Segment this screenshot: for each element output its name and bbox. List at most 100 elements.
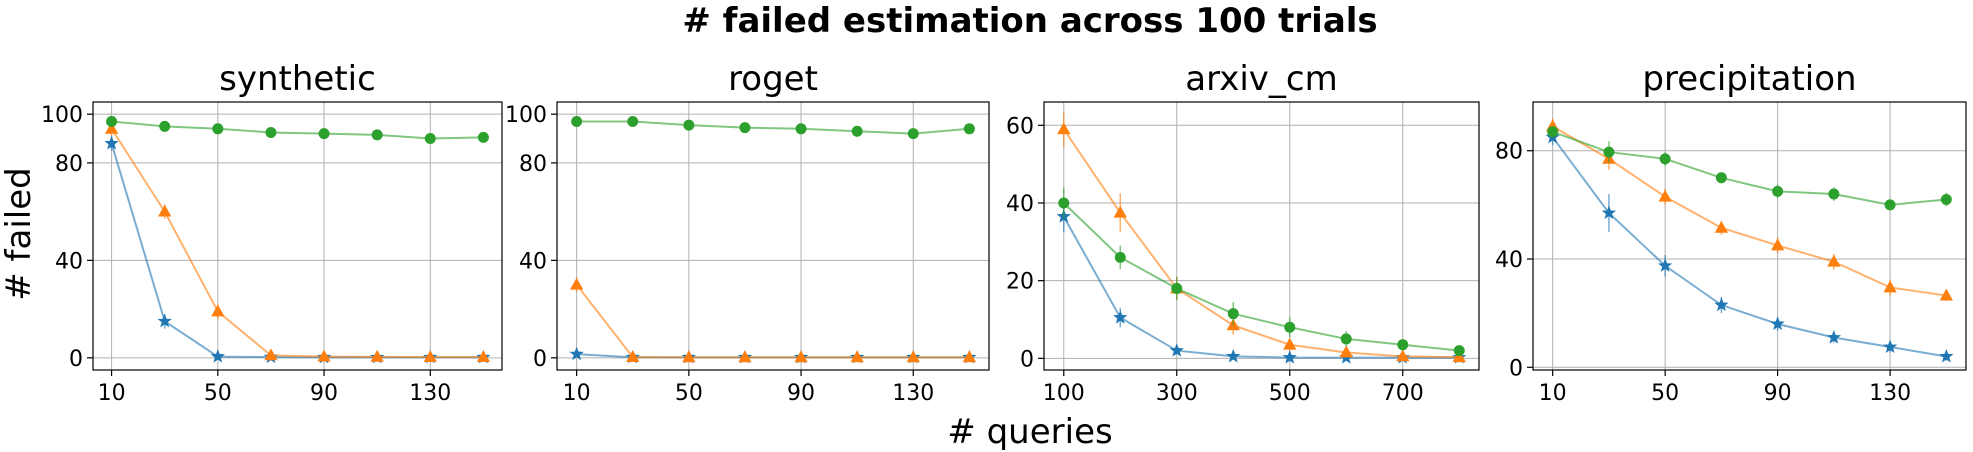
subplot-precipitation: precipitation 10 50 90 130 0 40 80 xyxy=(1495,59,1967,406)
data-point-circle xyxy=(371,129,383,141)
x-tick-label: 300 xyxy=(1156,381,1198,406)
data-point-triangle xyxy=(962,350,977,363)
data-point-triangle xyxy=(317,349,331,362)
y-tick-label: 40 xyxy=(55,249,83,274)
x-tick-label: 10 xyxy=(1539,381,1567,406)
data-point-circle xyxy=(1453,345,1465,357)
data-point-star xyxy=(1770,316,1785,331)
series-orange xyxy=(1057,111,1466,363)
data-point-triangle xyxy=(1452,350,1466,363)
series-line xyxy=(1552,130,1947,206)
series-line xyxy=(1551,136,1947,358)
data-point-star xyxy=(157,313,172,328)
subplot-title: synthetic xyxy=(219,59,376,99)
data-point-triangle xyxy=(738,350,752,363)
data-point-triangle xyxy=(1939,288,1953,301)
data-point-triangle xyxy=(1714,220,1729,233)
data-point-star xyxy=(1939,348,1954,363)
series-line xyxy=(576,120,970,135)
data-point-triangle xyxy=(104,121,119,134)
data-point-circle xyxy=(1884,199,1896,211)
data-point-star xyxy=(569,346,584,361)
subplot-roget: roget 10 50 90 130 0 40 80 100 xyxy=(505,59,990,406)
series-line xyxy=(1552,125,1947,297)
y-axis-label: # failed xyxy=(0,167,39,301)
axes-frame xyxy=(1043,101,1480,371)
data-point-star xyxy=(1882,339,1898,354)
axes-frame xyxy=(556,101,990,371)
data-point-circle xyxy=(1114,251,1126,263)
data-point-circle xyxy=(1603,146,1615,158)
y-tick-label: 0 xyxy=(1509,356,1523,381)
data-point-circle xyxy=(683,119,695,131)
data-point-circle xyxy=(1828,188,1840,200)
data-point-triangle xyxy=(906,350,920,363)
data-point-triangle xyxy=(211,304,225,317)
y-tick-label: 60 xyxy=(1006,114,1034,139)
data-point-triangle xyxy=(850,350,864,363)
x-tick-label: 10 xyxy=(563,381,591,406)
y-tick-label: 20 xyxy=(1006,270,1034,295)
data-point-star xyxy=(1169,343,1184,357)
series-orange xyxy=(569,277,977,363)
x-tick-label: 90 xyxy=(1764,381,1792,406)
series-orange xyxy=(1546,118,1953,301)
series-line xyxy=(1063,202,1460,352)
data-point-circle xyxy=(265,126,277,138)
data-point-circle xyxy=(1547,126,1559,138)
data-point-circle xyxy=(1171,282,1183,294)
data-point-circle xyxy=(627,115,639,127)
data-point-triangle xyxy=(423,350,437,362)
x-tick-label: 50 xyxy=(675,381,703,406)
data-point-circle xyxy=(739,122,751,134)
data-point-triangle xyxy=(1827,254,1841,267)
x-tick-label: 100 xyxy=(1043,381,1085,406)
data-point-circle xyxy=(1340,333,1352,345)
y-tick-label: 80 xyxy=(519,152,547,177)
data-point-triangle xyxy=(1339,345,1353,358)
data-point-circle xyxy=(106,115,118,127)
x-tick-label: 130 xyxy=(892,381,934,406)
data-point-circle xyxy=(318,128,330,140)
data-point-triangle xyxy=(682,350,696,363)
data-point-star xyxy=(1113,310,1128,324)
data-point-triangle xyxy=(1396,349,1410,362)
series-blue xyxy=(104,135,491,364)
data-point-circle xyxy=(1227,308,1239,320)
subplot-synthetic: synthetic 10 50 90 130 0 40 80 100 xyxy=(41,59,503,406)
data-point-star xyxy=(1226,348,1241,363)
y-tick-label: 100 xyxy=(505,103,547,128)
data-point-triangle xyxy=(1883,280,1897,293)
series-green xyxy=(1058,187,1465,357)
subplot-title: precipitation xyxy=(1642,59,1856,99)
series-green xyxy=(106,115,489,145)
data-point-circle xyxy=(477,131,489,143)
data-point-circle xyxy=(424,133,436,145)
y-tick-label: 0 xyxy=(69,347,83,372)
y-tick-label: 100 xyxy=(41,103,83,128)
y-tick-label: 40 xyxy=(1006,192,1034,217)
data-point-triangle xyxy=(626,350,640,362)
data-point-circle xyxy=(571,115,583,127)
y-tick-label: 80 xyxy=(1495,140,1523,165)
data-point-star xyxy=(1658,258,1673,272)
data-point-circle xyxy=(159,120,171,132)
y-tick-label: 80 xyxy=(55,152,83,177)
data-point-circle xyxy=(1058,197,1070,209)
data-point-circle xyxy=(795,123,807,135)
figure-title: # failed estimation across 100 trials xyxy=(682,1,1377,41)
data-point-circle xyxy=(851,125,863,137)
data-point-circle xyxy=(1940,193,1952,205)
x-axis-label: # queries xyxy=(947,412,1112,452)
data-point-triangle xyxy=(1658,189,1672,202)
data-point-triangle xyxy=(1057,122,1071,135)
series-green xyxy=(571,115,975,140)
data-point-triangle xyxy=(1113,205,1127,218)
data-point-star xyxy=(1826,330,1841,344)
subplot-title: roget xyxy=(728,59,818,99)
data-point-star xyxy=(1601,205,1617,220)
x-tick-label: 130 xyxy=(409,381,451,406)
axes-frame xyxy=(92,101,503,371)
data-point-star xyxy=(1714,297,1729,312)
